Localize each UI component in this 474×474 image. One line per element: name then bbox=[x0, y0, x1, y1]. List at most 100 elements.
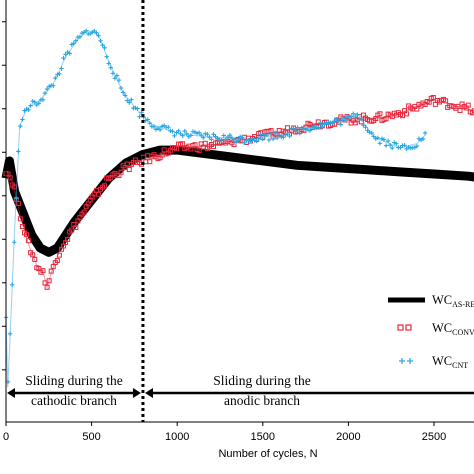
cnt-point-113 bbox=[235, 138, 241, 143]
cnt-point-16 bbox=[36, 101, 42, 106]
cnt-point-203 bbox=[420, 136, 426, 142]
cnt-point-165 bbox=[342, 118, 348, 123]
conv-point-225 bbox=[465, 102, 471, 108]
cnt-point-14 bbox=[32, 99, 37, 105]
cnt-point-58 bbox=[122, 93, 128, 98]
cnt-point-52 bbox=[110, 71, 116, 76]
cnt-point-154 bbox=[320, 124, 325, 129]
conv-point-34 bbox=[73, 225, 79, 231]
cnt-point-127 bbox=[264, 132, 270, 138]
conv-point-38 bbox=[81, 209, 87, 215]
cnt-point-34 bbox=[73, 38, 79, 43]
x-tick-label-5: 2500 bbox=[422, 431, 446, 443]
cnt-point-122 bbox=[254, 138, 259, 144]
cnt-point-182 bbox=[377, 141, 383, 146]
region-label-line1-1: Sliding during the bbox=[213, 373, 311, 388]
cnt-point-100 bbox=[209, 137, 214, 142]
cnt-point-76 bbox=[159, 124, 165, 129]
legend-label-1: WCCONV bbox=[432, 321, 474, 337]
cnt-point-185 bbox=[383, 143, 389, 148]
x-tick-label-3: 1500 bbox=[251, 431, 275, 443]
cnt-point-177 bbox=[367, 129, 372, 135]
cnt-point-153 bbox=[318, 120, 323, 126]
cnt-point-96 bbox=[201, 135, 206, 140]
region-label-line2-0: cathodic branch bbox=[31, 393, 117, 408]
cnt-point-1 bbox=[5, 379, 11, 385]
cnt-point-33 bbox=[71, 41, 76, 46]
cnt-point-11 bbox=[26, 107, 31, 113]
cnt-point-174 bbox=[361, 122, 366, 128]
cnt-point-48 bbox=[102, 45, 107, 51]
cnt-point-190 bbox=[394, 141, 399, 146]
conv-point-92 bbox=[192, 142, 198, 148]
cnt-point-49 bbox=[104, 54, 109, 59]
legend-label-sub-2: CNT bbox=[452, 361, 468, 370]
conv-point-200 bbox=[414, 106, 420, 112]
conv-point-21 bbox=[46, 278, 52, 284]
cnt-point-31 bbox=[67, 51, 72, 56]
cnt-point-93 bbox=[194, 131, 200, 136]
conv-point-48 bbox=[102, 183, 108, 189]
cnt-point-84 bbox=[176, 128, 181, 134]
cnt-point-109 bbox=[227, 133, 233, 138]
conv-point-208 bbox=[430, 95, 436, 101]
cnt-point-13 bbox=[30, 99, 35, 104]
cnt-point-79 bbox=[166, 124, 171, 130]
cnt-point-25 bbox=[55, 72, 60, 77]
cnt-point-163 bbox=[338, 122, 344, 127]
cnt-point-18 bbox=[40, 97, 46, 103]
cnt-point-99 bbox=[207, 135, 212, 140]
cnt-point-159 bbox=[330, 121, 335, 126]
cnt-point-24 bbox=[53, 75, 58, 81]
conv-point-228 bbox=[471, 108, 474, 114]
cnt-point-194 bbox=[402, 143, 407, 148]
cnt-point-20 bbox=[44, 86, 50, 92]
cnt-point-170 bbox=[353, 114, 358, 120]
conv-point-137 bbox=[284, 125, 290, 131]
legend-label-sub-0: AS-RE bbox=[452, 300, 474, 309]
cnt-point-4 bbox=[12, 240, 17, 245]
cnt-point-141 bbox=[293, 129, 298, 134]
legend-marker-b-1 bbox=[405, 324, 412, 331]
region-label-line1-0: Sliding during the bbox=[25, 373, 123, 388]
conv-point-45 bbox=[95, 191, 101, 197]
conv-point-182 bbox=[377, 111, 383, 117]
cnt-point-54 bbox=[114, 73, 120, 78]
conv-point-13 bbox=[30, 252, 36, 258]
cnt-point-171 bbox=[355, 112, 360, 117]
legend-label-sub-1: CONV bbox=[452, 328, 474, 337]
cnt-point-184 bbox=[381, 137, 387, 142]
x-tick-label-2: 1000 bbox=[165, 431, 189, 443]
cnt-point-118 bbox=[246, 138, 251, 143]
cnt-point-75 bbox=[157, 127, 163, 132]
cnt-point-130 bbox=[270, 136, 276, 142]
conv-point-56 bbox=[118, 169, 124, 175]
cnt-point-111 bbox=[231, 137, 237, 142]
ticks-layer: 0 500 1000 1500 2000 2500 bbox=[2, 21, 446, 443]
legend-label-base-0: WC bbox=[432, 293, 452, 307]
cnt-point-162 bbox=[336, 118, 342, 124]
cnt-point-121 bbox=[252, 138, 257, 143]
cnt-point-151 bbox=[314, 126, 319, 131]
cnt-point-19 bbox=[42, 90, 48, 96]
cnt-point-147 bbox=[305, 127, 311, 133]
cnt-point-101 bbox=[211, 132, 216, 137]
legend-label-0: WCAS-RE bbox=[432, 293, 474, 309]
cnt-point-65 bbox=[137, 114, 142, 119]
cnt-point-173 bbox=[359, 116, 364, 122]
series-layer bbox=[1, 28, 474, 388]
cnt-point-29 bbox=[63, 52, 68, 57]
cnt-point-69 bbox=[145, 117, 150, 122]
cnt-point-114 bbox=[238, 134, 243, 139]
conv-point-25 bbox=[54, 258, 60, 264]
legend-layer: WCAS-RE WCCONV WC CNT bbox=[388, 293, 474, 370]
cnt-point-178 bbox=[369, 130, 374, 136]
cnt-point-82 bbox=[172, 133, 177, 138]
cnt-point-94 bbox=[196, 130, 202, 135]
cnt-point-53 bbox=[112, 76, 118, 81]
cnt-point-64 bbox=[135, 106, 140, 111]
cnt-point-129 bbox=[268, 131, 274, 136]
region-arrowhead-left-1 bbox=[144, 388, 153, 398]
cnt-point-50 bbox=[106, 61, 111, 66]
